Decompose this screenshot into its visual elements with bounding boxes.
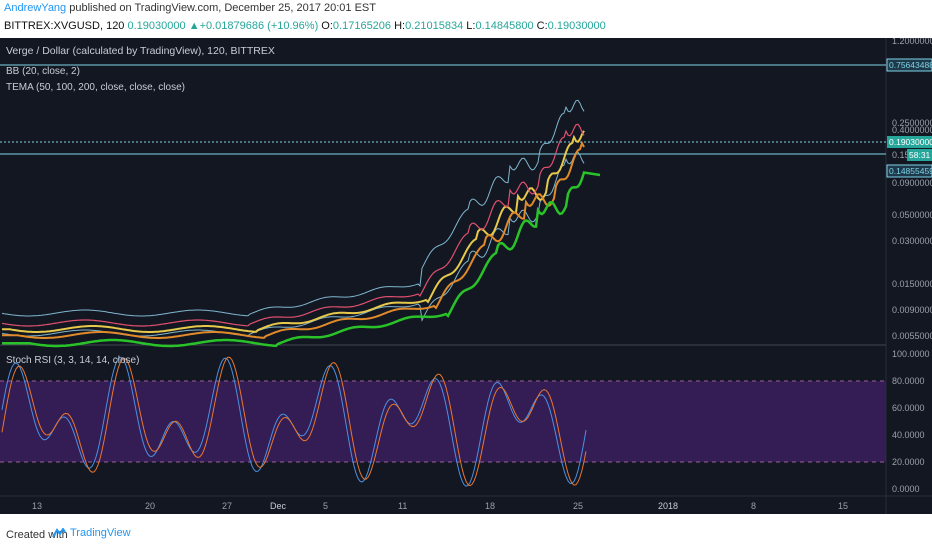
bb-upper-line bbox=[1, 99, 585, 317]
close-value: 0.19030000 bbox=[547, 20, 606, 32]
stoch-tick: 60.0000 bbox=[892, 403, 925, 413]
stoch-tick: 20.0000 bbox=[892, 457, 925, 467]
time-tick: 18 bbox=[485, 501, 495, 511]
price-tick: 0.03000000 bbox=[892, 236, 932, 246]
price-change: +0.01879686 (+10.96%) bbox=[199, 20, 319, 32]
top-level-badge-text: 0.75643488 bbox=[889, 60, 932, 70]
publish-info: AndrewYang published on TradingView.com,… bbox=[4, 2, 376, 14]
chart-svg[interactable]: Verge / Dollar (calculated by TradingVie… bbox=[0, 36, 932, 514]
last-price: 0.19030000 bbox=[127, 20, 186, 32]
open-value: 0.17165206 bbox=[332, 20, 392, 32]
time-tick: 2018 bbox=[658, 501, 678, 511]
time-tick: 27 bbox=[222, 501, 232, 511]
bb-lower-line bbox=[1, 151, 585, 337]
price-tick: 0.09000000 bbox=[892, 178, 932, 188]
countdown-badge bbox=[907, 149, 932, 161]
time-tick: 15 bbox=[838, 501, 848, 511]
price-tick: 0.25000000 bbox=[892, 118, 932, 128]
indicator-tema[interactable]: TEMA (50, 100, 200, close, close, close) bbox=[6, 82, 185, 93]
time-tick: 13 bbox=[32, 501, 42, 511]
tradingview-link[interactable]: TradingView bbox=[52, 527, 131, 539]
time-axis[interactable]: 13 20 27 Dec 5 11 18 25 2018 8 15 bbox=[32, 501, 848, 511]
time-tick: 20 bbox=[145, 501, 155, 511]
price-tick: 0.00550000 bbox=[892, 331, 932, 341]
stoch-tick: 80.0000 bbox=[892, 376, 925, 386]
last-price-badge bbox=[887, 136, 932, 148]
stoch-tick: 0.0000 bbox=[892, 484, 920, 494]
price-tick: 0.05000000 bbox=[892, 210, 932, 220]
tema-slow-line bbox=[2, 171, 601, 348]
low-level-badge-text: 0.14855459 bbox=[889, 166, 932, 176]
publish-date: published on TradingView.com, December 2… bbox=[66, 2, 376, 14]
time-tick: 25 bbox=[573, 501, 583, 511]
ohlc-line: BITTREX:XVGUSD, 120 0.19030000 ▲+0.01879… bbox=[4, 20, 606, 32]
low-value: 0.14845800 bbox=[475, 20, 534, 32]
chart-area[interactable]: Verge / Dollar (calculated by TradingVie… bbox=[0, 36, 932, 514]
symbol-label: BITTREX:XVGUSD, 120 bbox=[4, 20, 125, 32]
stoch-d-line bbox=[1, 356, 587, 487]
last-price-badge-text: 0.19030000 bbox=[889, 137, 932, 147]
tradingview-logo-icon bbox=[52, 528, 66, 538]
open-label: O: bbox=[321, 20, 333, 32]
high-label: H: bbox=[394, 20, 406, 32]
tradingview-brand: TradingView bbox=[70, 527, 131, 539]
price-axis[interactable]: 1.20000000 0.40000000 0.25000000 0.15000… bbox=[892, 36, 932, 341]
footer: Created with TradingView bbox=[0, 514, 932, 550]
low-label: L: bbox=[466, 20, 476, 32]
created-with-label: Created with bbox=[6, 529, 68, 541]
stoch-axis[interactable]: 100.0000 80.0000 60.0000 40.0000 20.0000… bbox=[892, 349, 930, 494]
price-tick: 0.01500000 bbox=[892, 279, 932, 289]
close-label: C: bbox=[536, 20, 548, 32]
price-tick: 1.20000000 bbox=[892, 38, 932, 46]
price-tick: 0.00900000 bbox=[892, 305, 932, 315]
price-line bbox=[1, 123, 585, 327]
time-tick: 5 bbox=[323, 501, 328, 511]
up-arrow-icon: ▲ bbox=[188, 20, 200, 32]
tema-fast-line bbox=[2, 130, 585, 333]
stoch-tick: 40.0000 bbox=[892, 430, 925, 440]
stoch-tick: 100.0000 bbox=[892, 349, 930, 359]
tema-mid-line bbox=[2, 140, 585, 339]
time-tick: Dec bbox=[270, 501, 287, 511]
chart-header: AndrewYang published on TradingView.com,… bbox=[0, 0, 932, 38]
author-link[interactable]: AndrewYang bbox=[4, 2, 67, 14]
countdown-badge-text: 58:31 bbox=[909, 150, 931, 160]
stoch-title[interactable]: Stoch RSI (3, 3, 14, 14, close) bbox=[6, 355, 139, 366]
chart-title: Verge / Dollar (calculated by TradingVie… bbox=[6, 45, 275, 57]
indicator-bb[interactable]: BB (20, close, 2) bbox=[6, 66, 80, 77]
high-value: 0.21015834 bbox=[405, 20, 464, 32]
top-level-badge bbox=[886, 58, 932, 72]
time-tick: 8 bbox=[751, 501, 756, 511]
price-tick: 0.40000000 bbox=[892, 125, 932, 135]
stoch-series bbox=[1, 356, 587, 487]
low-level-badge bbox=[886, 164, 932, 178]
price-series bbox=[1, 99, 601, 348]
time-tick: 11 bbox=[398, 501, 407, 511]
